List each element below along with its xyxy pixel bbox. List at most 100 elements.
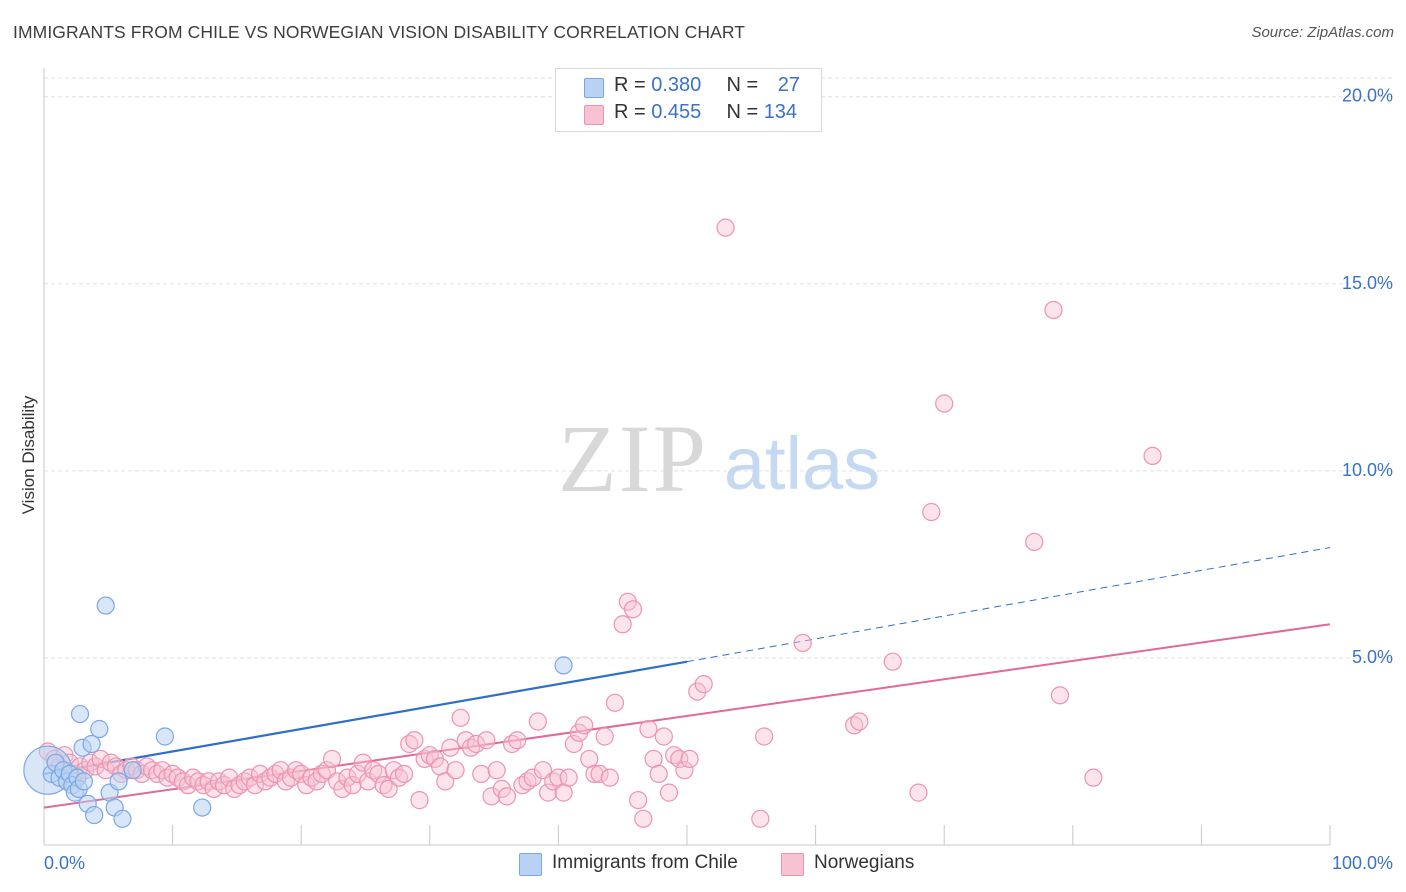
series-swatch-norwegians xyxy=(781,853,804,876)
point-norwegians xyxy=(343,776,362,795)
point-chile xyxy=(90,719,109,739)
x-tick-label: 0.0% xyxy=(44,853,85,873)
point-norwegians xyxy=(528,712,547,731)
chart-title: IMMIGRANTS FROM CHILE VS NORWEGIAN VISIO… xyxy=(13,22,746,42)
legend-r-value: 0.455 xyxy=(651,101,702,123)
point-chile xyxy=(82,734,101,754)
point-norwegians xyxy=(353,753,373,772)
point-norwegians xyxy=(659,783,679,802)
legend-n-value: 27 xyxy=(777,74,800,96)
point-norwegians xyxy=(793,633,812,653)
point-norwegians xyxy=(909,783,928,802)
point-norwegians xyxy=(508,731,527,750)
point-norwegians xyxy=(1050,686,1070,705)
watermark: ZIP atlas xyxy=(558,405,880,512)
legend-r-label: R = xyxy=(614,101,652,123)
point-norwegians xyxy=(472,764,491,784)
point-norwegians xyxy=(292,764,311,784)
x-tick-label: 100.0% xyxy=(1332,853,1393,873)
point-chile xyxy=(554,656,573,675)
point-norwegians xyxy=(575,716,594,735)
point-norwegians xyxy=(441,738,460,757)
point-norwegians xyxy=(688,682,707,701)
point-norwegians xyxy=(466,734,486,754)
point-norwegians xyxy=(358,772,378,791)
point-chile xyxy=(70,704,90,724)
point-norwegians xyxy=(369,764,388,784)
point-norwegians xyxy=(322,749,342,769)
watermark-zip: ZIP xyxy=(558,405,708,512)
point-norwegians xyxy=(410,791,429,810)
point-norwegians xyxy=(1044,300,1063,320)
point-norwegians xyxy=(533,761,553,780)
point-norwegians xyxy=(271,761,290,780)
series-swatch-chile xyxy=(519,853,542,876)
legend-r-value: 0.380 xyxy=(651,74,702,96)
series-label-chile: Immigrants from Chile xyxy=(552,852,738,873)
point-norwegians xyxy=(675,761,694,780)
point-norwegians xyxy=(348,764,367,784)
point-norwegians xyxy=(405,731,424,750)
point-norwegians xyxy=(333,779,352,798)
point-norwegians xyxy=(922,502,941,522)
point-norwegians xyxy=(446,761,465,780)
point-norwegians xyxy=(600,768,619,787)
point-norwegians xyxy=(245,776,265,795)
point-norwegians xyxy=(680,749,699,769)
y-axis-label: Vision Disability xyxy=(19,395,38,514)
point-norwegians xyxy=(436,772,455,791)
point-norwegians xyxy=(629,791,648,810)
series-label-norwegians: Norwegians xyxy=(814,852,915,873)
y-tick-label: 15.0% xyxy=(1342,273,1393,293)
point-norwegians xyxy=(317,761,337,780)
point-norwegians xyxy=(649,764,668,784)
point-norwegians xyxy=(394,764,414,784)
point-chile xyxy=(85,805,104,825)
point-norwegians xyxy=(623,600,643,619)
point-norwegians xyxy=(482,787,501,806)
point-norwegians xyxy=(613,615,632,634)
point-chile xyxy=(109,772,128,791)
point-chile xyxy=(96,596,115,615)
data-points xyxy=(23,218,1162,828)
point-norwegians xyxy=(639,719,658,739)
point-norwegians xyxy=(1143,446,1162,465)
legend-swatch-chile xyxy=(584,78,604,98)
point-norwegians xyxy=(379,779,398,798)
y-tick-label: 5.0% xyxy=(1352,647,1393,667)
point-norwegians xyxy=(497,787,517,806)
trend-line-chile-extension xyxy=(686,547,1331,663)
point-norwegians xyxy=(634,809,653,828)
watermark-atlas: atlas xyxy=(724,422,880,505)
point-chile xyxy=(123,761,142,780)
point-norwegians xyxy=(559,768,578,787)
point-norwegians xyxy=(751,809,770,828)
point-norwegians xyxy=(1025,532,1044,552)
point-norwegians xyxy=(935,394,954,413)
point-norwegians xyxy=(523,768,542,787)
legend-swatch-norwegians xyxy=(584,105,604,125)
legend-r-label: R = xyxy=(614,74,652,96)
source-credit: Source: ZipAtlas.com xyxy=(1251,24,1394,41)
point-norwegians xyxy=(220,768,239,787)
legend-n-label: N = xyxy=(726,101,764,123)
tick-labels: 5.0% 10.0% 15.0% 20.0% 0.0% 100.0% xyxy=(44,86,1393,873)
point-norwegians xyxy=(670,749,689,769)
point-norwegians xyxy=(716,218,735,237)
point-norwegians xyxy=(850,712,869,731)
trend-line-chile xyxy=(43,660,688,775)
y-tick-label: 10.0% xyxy=(1342,460,1393,480)
y-tick-label: 20.0% xyxy=(1342,86,1393,106)
legend-n-value: 134 xyxy=(763,101,798,123)
point-norwegians xyxy=(654,727,673,746)
point-chile xyxy=(113,809,132,828)
axes xyxy=(43,68,1331,846)
point-norwegians xyxy=(590,764,609,784)
point-norwegians xyxy=(605,693,625,712)
point-norwegians xyxy=(539,783,558,802)
point-norwegians xyxy=(564,734,583,754)
point-norwegians xyxy=(694,675,713,694)
point-chile xyxy=(193,798,212,817)
correlation-legend: R = 0.380 N = 27 R = 0.455 N = 134 xyxy=(555,68,822,132)
